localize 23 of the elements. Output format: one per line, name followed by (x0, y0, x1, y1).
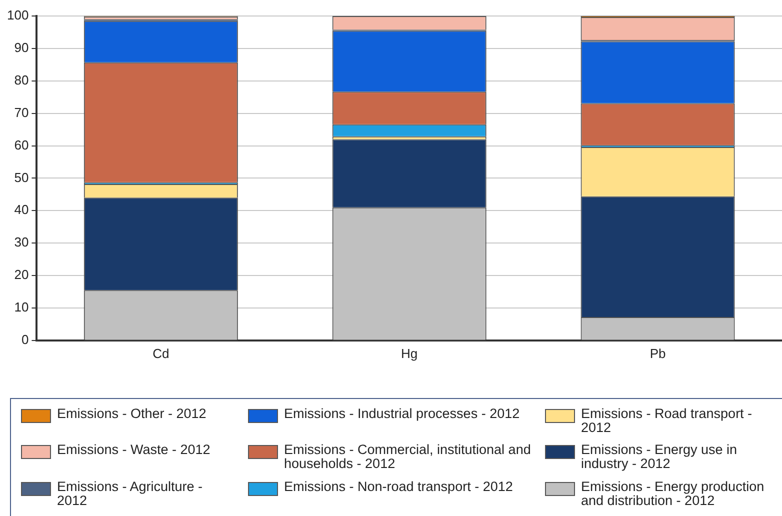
legend-label: Emissions - Non-road transport - 2012 (284, 478, 513, 494)
legend-label: Emissions - Agriculture - 2012 (57, 478, 204, 508)
legend-label: Emissions - Industrial processes - 2012 (284, 406, 520, 421)
y-tick-label: 60 (14, 137, 29, 152)
legend-label: Emissions - Energy use in industry - 2012 (581, 442, 738, 472)
legend-label: Emissions - Commercial, institutional and households - 2012 (284, 442, 532, 472)
y-tick-label: 40 (14, 202, 29, 218)
legend-label: Emissions - Energy production and distribution - 2012 (581, 478, 766, 508)
y-tick-label: 100 (6, 8, 29, 23)
x-tick-label: Pb (650, 346, 666, 361)
y-tick-label: 80 (14, 72, 29, 88)
legend-label: Emissions - Other - 2012 (57, 406, 206, 421)
y-tick-label: 30 (14, 234, 29, 250)
y-tick-label: 0 (21, 332, 29, 347)
y-tick-label: 70 (14, 104, 29, 120)
legend-label: Emissions - Road transport - 2012 (581, 406, 754, 435)
legend-label: Emissions - Waste - 2012 (57, 442, 210, 458)
y-tick-label: 10 (14, 300, 29, 315)
y-tick-label: 20 (14, 267, 29, 282)
x-tick-label: Hg (401, 346, 418, 361)
x-tick-label: Cd (152, 346, 170, 361)
y-tick-label: 90 (14, 40, 29, 56)
y-tick-label: 50 (14, 170, 29, 185)
